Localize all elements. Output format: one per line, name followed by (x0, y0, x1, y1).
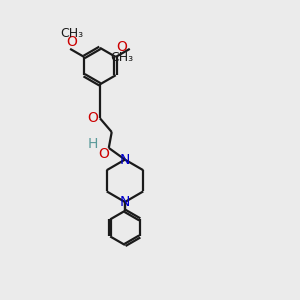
Text: O: O (98, 147, 109, 161)
Text: O: O (87, 111, 98, 125)
Text: N: N (120, 195, 130, 209)
Text: O: O (66, 35, 77, 50)
Text: CH₃: CH₃ (110, 51, 133, 64)
Text: CH₃: CH₃ (60, 27, 83, 40)
Text: O: O (116, 40, 127, 54)
Text: N: N (120, 153, 130, 166)
Text: H: H (87, 137, 98, 152)
